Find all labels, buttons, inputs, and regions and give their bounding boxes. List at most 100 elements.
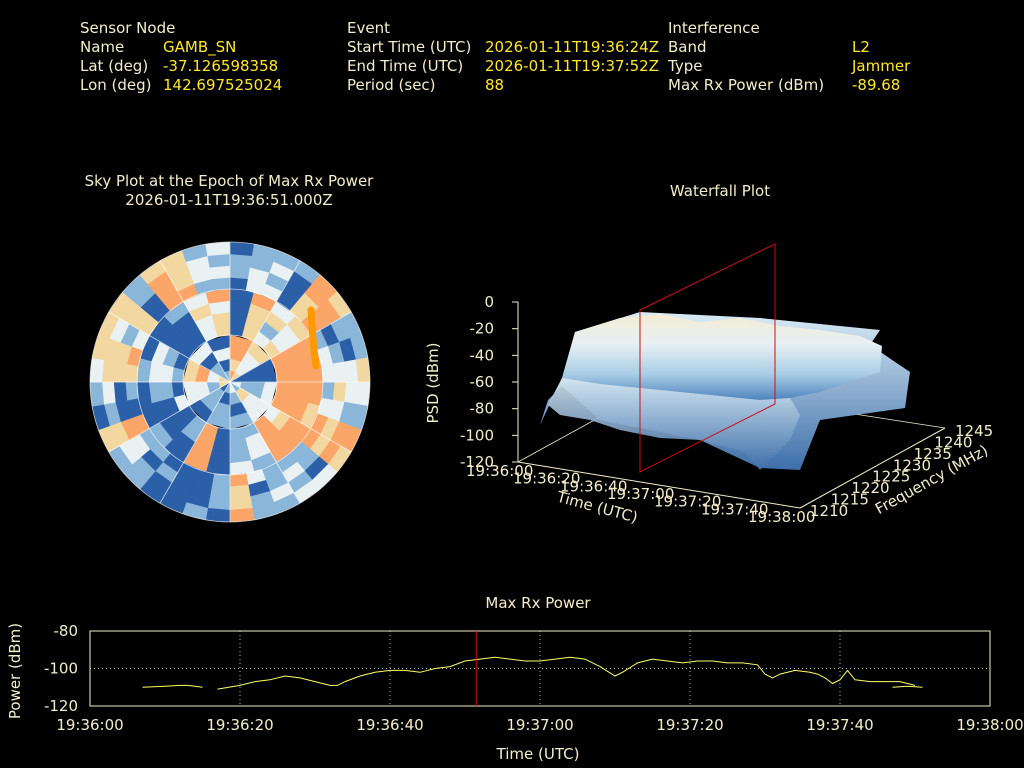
waterfall-y-tick-label: 1215 bbox=[831, 491, 869, 509]
interference-band-label: Band bbox=[668, 38, 707, 56]
waterfall-x-ticks: 19:36:0019:36:2019:36:4019:37:0019:37:20… bbox=[466, 462, 815, 526]
max-rx-x-tick-label: 19:37:20 bbox=[656, 716, 723, 734]
waterfall-epoch-plane bbox=[639, 243, 776, 473]
sky-cell bbox=[332, 381, 347, 403]
max-rx-y-tick-label: -100 bbox=[44, 660, 78, 678]
sky-cell bbox=[207, 496, 231, 511]
interference-heading: Interference bbox=[668, 19, 760, 37]
interference-type-label: Type bbox=[668, 57, 703, 75]
sky-cell bbox=[229, 265, 251, 280]
sky-cell bbox=[205, 242, 231, 257]
max-rx-y-tick-label: -80 bbox=[54, 622, 79, 640]
sensor-lon-label: Lon (deg) bbox=[80, 76, 152, 94]
sky-cell bbox=[355, 381, 370, 407]
sky-cell bbox=[355, 357, 370, 383]
sensor-name-value: GAMB_SN bbox=[163, 38, 237, 56]
sky-spoke bbox=[229, 381, 301, 504]
sky-cell bbox=[229, 484, 251, 499]
max-rx-x-tick-label: 19:36:20 bbox=[206, 716, 273, 734]
waterfall-z-tick-label: -60 bbox=[470, 373, 495, 391]
waterfall-z-tick-label: -100 bbox=[460, 426, 494, 444]
sky-spoke bbox=[229, 260, 301, 383]
waterfall-z-tick-label: -20 bbox=[470, 320, 495, 338]
sky-cell bbox=[124, 381, 139, 401]
sensor-lat-label: Lat (deg) bbox=[80, 57, 149, 75]
max-rx-x-tick-label: 19:36:40 bbox=[356, 716, 423, 734]
event-end-value: 2026-01-11T19:37:52Z bbox=[485, 57, 659, 75]
waterfall-z-tick-label: -120 bbox=[460, 453, 494, 471]
max-rx-y-ticks: -80 -100 -120 bbox=[44, 622, 78, 715]
max-rx-series-line bbox=[217, 656, 916, 690]
sky-spoke bbox=[108, 381, 231, 453]
sky-plot-subtitle: 2026-01-11T19:36:51.000Z bbox=[125, 191, 332, 209]
sky-spoke bbox=[229, 381, 352, 453]
sky-cell bbox=[321, 363, 336, 383]
waterfall-x-tick-label: 19:37:00 bbox=[607, 485, 674, 503]
waterfall-y-tick-label: 1240 bbox=[934, 433, 972, 451]
sky-cell bbox=[344, 381, 359, 405]
sky-spoke bbox=[159, 381, 231, 504]
sky-cell bbox=[229, 473, 249, 488]
waterfall-y-tick-label: 1230 bbox=[893, 456, 931, 474]
max-rx-x-tick-label: 19:37:40 bbox=[806, 716, 873, 734]
waterfall-x-tick-label: 19:36:00 bbox=[466, 462, 533, 480]
interference-type-value: Jammer bbox=[852, 57, 911, 75]
sky-cell bbox=[229, 242, 255, 257]
waterfall-title: Waterfall Plot bbox=[670, 182, 770, 200]
sensor-name-label: Name bbox=[80, 38, 125, 56]
sky-cell bbox=[229, 507, 255, 522]
max-rx-y-tick-label: -120 bbox=[44, 697, 78, 715]
event-start-value: 2026-01-11T19:36:24Z bbox=[485, 38, 659, 56]
sky-cell bbox=[229, 276, 249, 291]
sensor-heading: Sensor Node bbox=[80, 19, 176, 37]
event-heading: Event bbox=[347, 19, 390, 37]
sky-cell bbox=[113, 381, 128, 403]
waterfall-z-tick-label: 0 bbox=[484, 293, 494, 311]
sky-cell bbox=[209, 265, 231, 280]
sky-track bbox=[307, 306, 320, 370]
waterfall-y-tick-label: 1235 bbox=[914, 445, 952, 463]
waterfall-y-tick-label: 1225 bbox=[872, 468, 910, 486]
sky-cell bbox=[90, 357, 105, 383]
max-rx-title: Max Rx Power bbox=[485, 594, 591, 612]
max-rx-x-tick-label: 19:37:00 bbox=[506, 716, 573, 734]
max-rx-x-label: Time (UTC) bbox=[496, 745, 580, 763]
waterfall-x-axis bbox=[517, 461, 801, 509]
waterfall-z-label: PSD (dBm) bbox=[424, 342, 442, 423]
max-rx-series bbox=[142, 656, 923, 690]
waterfall-y-tick-label: 1245 bbox=[955, 422, 993, 440]
sky-cell bbox=[90, 381, 105, 407]
sky-cell bbox=[229, 253, 253, 268]
sky-plot: Sky Plot at the Epoch of Max Rx Power 20… bbox=[85, 172, 375, 523]
sky-grid bbox=[89, 241, 371, 523]
interference-maxrx-value: -89.68 bbox=[852, 76, 901, 94]
interference-maxrx-label: Max Rx Power (dBm) bbox=[668, 76, 825, 94]
waterfall-plot: Waterfall Plot 0 -20 -40 -60 -80 -100 -120 PSD… bbox=[424, 182, 993, 527]
waterfall-surface-top bbox=[562, 314, 882, 400]
sky-spoke bbox=[229, 311, 352, 383]
sky-cell bbox=[211, 276, 231, 291]
max-rx-x-tick-label: 19:38:00 bbox=[956, 716, 1023, 734]
sensor-lat-value: -37.126598358 bbox=[163, 57, 279, 75]
max-rx-grid bbox=[90, 631, 990, 706]
waterfall-x-tick-label: 19:36:20 bbox=[513, 470, 580, 488]
sky-plot-title: Sky Plot at the Epoch of Max Rx Power bbox=[85, 172, 375, 190]
max-rx-frame bbox=[89, 630, 991, 707]
sky-cell bbox=[101, 359, 116, 383]
sky-cell bbox=[211, 473, 231, 488]
waterfall-x-tick-label: 19:37:20 bbox=[654, 493, 721, 511]
max-rx-x-tick-label: 19:36:00 bbox=[56, 716, 123, 734]
event-start-label: Start Time (UTC) bbox=[347, 38, 472, 56]
waterfall-z-tick-label: -80 bbox=[470, 400, 495, 418]
max-rx-chart: Max Rx Power -80 -100 -120 19:36:00 19:36:2… bbox=[6, 594, 1024, 763]
interference-band-value: L2 bbox=[852, 38, 870, 56]
waterfall-y-tick-label: 1210 bbox=[810, 502, 848, 520]
sky-cell bbox=[321, 381, 336, 401]
sky-spoke bbox=[159, 260, 231, 383]
sensor-lon-value: 142.697525024 bbox=[163, 76, 283, 94]
waterfall-x-tick-label: 19:37:40 bbox=[701, 500, 768, 518]
waterfall-x-tick-label: 19:36:40 bbox=[560, 477, 627, 495]
waterfall-y-tick-label: 1220 bbox=[851, 479, 889, 497]
